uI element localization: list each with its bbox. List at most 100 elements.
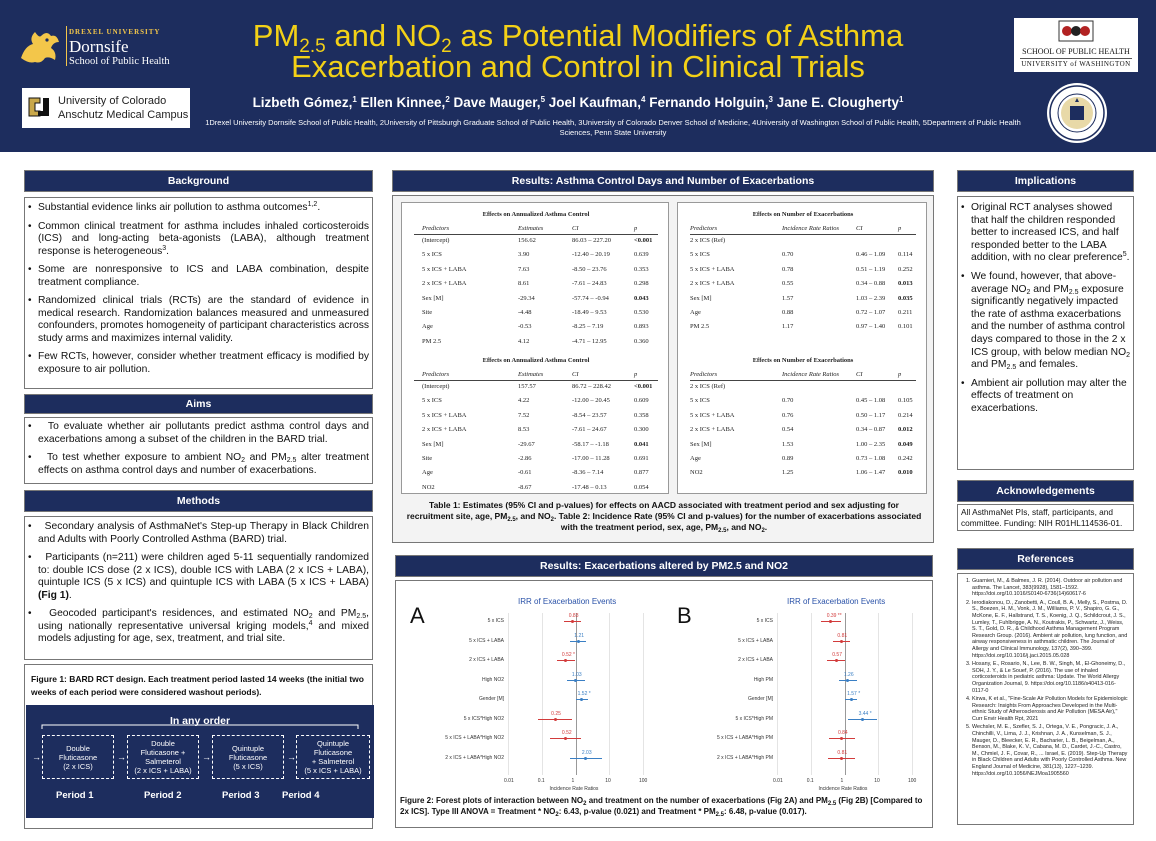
table-cell: NO2 (690, 469, 703, 477)
methods-panel: Secondary analysis of AsthmaNet's Step-u… (24, 516, 373, 660)
table-cell: 0.51 – 1.19 (856, 265, 886, 273)
table-cell: 0.97 – 1.40 (856, 323, 886, 331)
x-tick-label: 0.01 (504, 778, 514, 784)
y-category-label: Gender [M] (747, 696, 773, 702)
table-cell: 5 x ICS (690, 251, 710, 259)
table-cell: Sex [M] (422, 294, 444, 302)
logo-divider (66, 26, 67, 66)
figure2-caption: Figure 2: Forest plots of interaction be… (400, 795, 930, 818)
estimate-label: 2.03 (581, 749, 592, 756)
table-cell: -7.61 – 24.67 (572, 426, 607, 434)
panel-letter: B (677, 603, 692, 628)
table-rule (690, 234, 916, 235)
forest-title: IRR of Exacerbation Events (787, 597, 886, 606)
table-cell: -18.49 – 9.53 (572, 309, 607, 316)
author-affil-number: 2 (445, 95, 450, 104)
gridline (609, 613, 611, 775)
table-cell: 0.353 (634, 265, 649, 273)
table-cell: 5 x ICS + LABA (422, 265, 467, 273)
table-cell: -7.61 – 24.83 (572, 280, 607, 288)
table-cell: 0.34 – 0.87 (856, 426, 886, 434)
list-item: Common clinical treatment for asthma inc… (26, 221, 369, 259)
caption-text: Figure 2: Forest plots of interaction be… (400, 796, 584, 805)
table-cell: 0.45 – 1.08 (856, 397, 886, 405)
results-panel: Effects on Annualized Asthma Control Pred… (392, 195, 934, 543)
acknowledgements-panel: All AsthmaNet PIs, staff, participants, … (957, 504, 1134, 531)
table-cell: 5 x ICS + LABA (422, 411, 467, 419)
aims-item-text: To evaluate whether air pollutants predi… (38, 421, 369, 445)
x-tick-label: 0.1 (806, 778, 814, 784)
table-cell: -8.50 – 23.76 (572, 265, 607, 273)
author-list: Lizbeth Gómez,1 Ellen Kinnee,2 Dave Maug… (200, 95, 956, 110)
table-no2-exacerbations: Effects on Number of Exacerbations Predic… (678, 349, 928, 495)
gridline (643, 613, 644, 775)
table-cell: 0.105 (898, 397, 913, 405)
caption-text: , and NO (726, 522, 762, 532)
table-cell: 0.054 (634, 483, 649, 491)
poster-title: PM2.5 and NO2 as Potential Modifiers of … (200, 20, 956, 82)
cu-line2: Anschutz Medical Campus (58, 109, 189, 121)
table-rule (414, 380, 658, 381)
reference-item: Hosany, E., Rosario, N., Lee, B. W., Sin… (972, 661, 1129, 694)
table-cell: 0.049 (898, 440, 913, 448)
caption-text: and treatment on the number of exacerbat… (586, 796, 828, 805)
table-column-header: Estimates (518, 371, 544, 378)
author-name: Lizbeth Gómez, (252, 95, 353, 110)
x-tick-label: 10 (874, 778, 880, 784)
title-subscript: 2 (441, 36, 452, 57)
order-bracket (41, 724, 359, 729)
affiliations: 1Drexel University Dornsife School of Pu… (205, 118, 1021, 137)
references-panel: Guarnieri, M., & Balmes, J. R. (2014). O… (957, 573, 1134, 825)
table-cell: -4.71 – 12.95 (572, 337, 607, 345)
table-cell: 4.22 (518, 397, 530, 405)
table-cell: 0.041 (634, 440, 649, 448)
table-cell: 2 x ICS + LABA (422, 280, 467, 288)
y-category-label: 5 x ICS + LABA*High NO2 (445, 735, 504, 741)
table-column-header: CI (572, 371, 579, 378)
estimate-label: 1.57 * (847, 691, 861, 697)
table-cell: 0.300 (634, 426, 649, 434)
author-affil-number: 3 (768, 95, 773, 104)
gridline (810, 613, 812, 775)
aims-item-text: To test whether exposure to ambient NO (47, 452, 242, 463)
subscript: 2.5 (356, 613, 367, 620)
period1-box: Double Fluticasone (2 x ICS) (42, 735, 114, 779)
subscript: 2 (241, 457, 246, 464)
table-cell: 8.53 (518, 426, 530, 434)
y-category-label: 5 x ICS*High PM (735, 715, 773, 722)
caption-text: , and NO (515, 511, 551, 521)
table-cell: 156.62 (518, 237, 536, 244)
table-cell: Age (690, 455, 701, 462)
bard-design-diagram: In any order → Double Fluticasone (2 x ICS… (26, 705, 374, 818)
caption-text: : 6.48, p-value (0.017). (724, 807, 807, 816)
box-line: Fluticasone + (140, 748, 186, 757)
dragon-icon (21, 32, 59, 63)
methods-item-text: Participants (n=211) were children aged … (38, 552, 369, 588)
point-estimate (839, 639, 843, 643)
box-line: Double (151, 739, 175, 748)
table-cell: -58.17 – -1.18 (572, 440, 609, 448)
table-cell: -29.67 (518, 440, 535, 448)
table-cell: -8.25 – 7.19 (572, 323, 604, 331)
table-cell: 0.877 (634, 469, 649, 477)
author-affil-number: 4 (641, 95, 646, 104)
title-text: PM (252, 18, 300, 53)
uw-line1: SCHOOL OF PUBLIC HEALTH (1022, 47, 1130, 56)
poster-header: DREXEL UNIVERSITY Dornsife School of Pub… (0, 0, 1156, 152)
table-cell: 5 x ICS + LABA (690, 411, 735, 419)
subscript: 2 (583, 801, 587, 807)
implication-text: and PM (971, 359, 1007, 371)
period2-box: Double Fluticasone + Salmeterol (2 x ICS + … (127, 735, 199, 779)
panel-letter: A (410, 603, 425, 628)
period-label: Period 4 (282, 790, 320, 801)
table-cell: 0.50 – 1.17 (856, 411, 886, 419)
table-cell: 0.101 (898, 323, 913, 331)
estimate-label: 0.25 (551, 710, 561, 717)
title-text: as Potential Modifiers of Asthma (451, 18, 904, 53)
y-category-label: High PM (753, 676, 773, 683)
table-cell: 0.691 (634, 455, 649, 462)
list-item: Few RCTs, however, consider whether trea… (26, 351, 369, 376)
title-text: and NO (325, 18, 442, 53)
table-cell: -17.48 – 0.13 (572, 483, 607, 491)
period-label: Period 2 (144, 790, 182, 801)
